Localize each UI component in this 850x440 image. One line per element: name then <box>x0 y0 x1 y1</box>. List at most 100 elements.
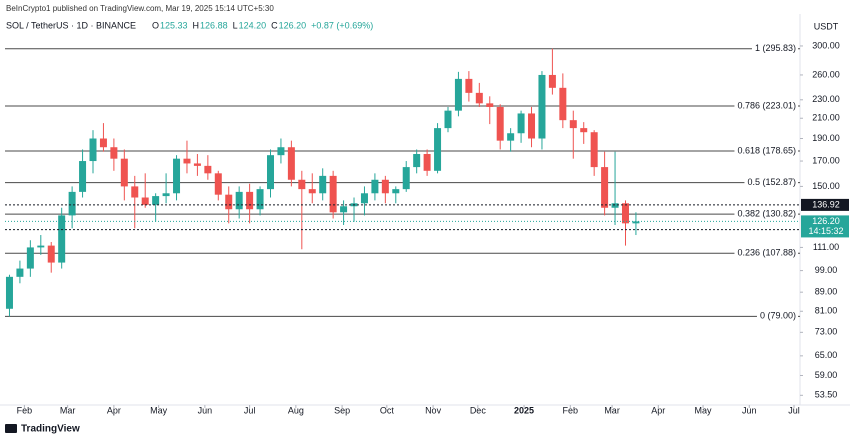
fib-label: 0.382 (130.82) <box>737 209 796 219</box>
candle-body <box>518 113 525 133</box>
candle-body <box>27 247 34 268</box>
candle-body <box>424 154 431 171</box>
chart: BeInCrypto1 published on TradingView.com… <box>0 0 850 440</box>
candle-body <box>48 246 55 263</box>
x-tick-label: 2025 <box>514 405 534 415</box>
candle-body <box>110 147 117 158</box>
candle-body <box>131 186 138 197</box>
candle-body <box>319 176 326 193</box>
candle-body <box>152 196 159 205</box>
x-tick-label: Feb <box>17 405 33 415</box>
fib-label: 0.5 (152.87) <box>747 177 796 187</box>
ohlc-key: O <box>152 20 159 30</box>
candle-body <box>298 180 305 189</box>
x-tick-label: Apr <box>651 405 665 415</box>
countdown: 14:15:32 <box>808 226 843 236</box>
candle-body <box>580 128 587 132</box>
candle-body <box>225 195 232 210</box>
y-tick-label: 59.00 <box>815 370 838 380</box>
currency: USDT <box>814 21 839 31</box>
candle-body <box>465 79 472 93</box>
y-tick-label: 65.00 <box>815 350 838 360</box>
candle-body <box>267 155 274 189</box>
candle-body <box>538 75 545 139</box>
x-tick-label: Apr <box>107 405 121 415</box>
candle-body <box>434 128 441 171</box>
x-tick-label: Mar <box>60 405 76 415</box>
candle-body <box>58 215 65 262</box>
x-tick-label: Sep <box>334 405 350 415</box>
candle-body <box>16 269 23 277</box>
x-tick-label: Jun <box>742 405 757 415</box>
ohlc-value: 126.20 <box>279 20 307 30</box>
candle-body <box>215 173 222 194</box>
fib-label: 0 (79.00) <box>760 311 796 321</box>
candle-body <box>382 180 389 194</box>
ohlc-readout: O125.33H126.88L124.20C126.20+0.87 (+0.69… <box>152 20 373 30</box>
ohlc-key: H <box>193 20 200 30</box>
logo-icon <box>5 424 17 433</box>
fib-label: 1 (295.83) <box>755 43 796 53</box>
candle-body <box>183 159 190 164</box>
candle-body <box>340 206 347 212</box>
y-tick-label: 89.00 <box>815 287 838 297</box>
candle-body <box>455 79 462 111</box>
y-tick-label: 260.00 <box>812 69 840 79</box>
x-tick-label: Feb <box>563 405 579 415</box>
candle-body <box>549 75 556 88</box>
last-price-label: 126.20 <box>812 216 840 226</box>
x-tick-label: Nov <box>425 405 442 415</box>
x-tick-label: May <box>150 405 168 415</box>
y-tick-label: 150.00 <box>812 181 840 191</box>
candle-body <box>330 176 337 212</box>
candle-body <box>559 88 566 120</box>
candle-body <box>497 107 504 141</box>
candle-body <box>142 198 149 205</box>
candle-body <box>37 246 44 248</box>
candle-body <box>246 192 253 209</box>
x-tick-label: Jun <box>198 405 213 415</box>
candle-body <box>591 132 598 167</box>
candle-body <box>392 189 399 193</box>
candle-body <box>361 193 368 203</box>
publisher: BeInCrypto1 published on TradingView.com… <box>6 4 274 13</box>
candle-body <box>528 113 535 138</box>
candle-body <box>444 111 451 128</box>
candle-body <box>90 139 97 162</box>
candle-body <box>236 192 243 209</box>
x-tick-label: Jul <box>244 405 256 415</box>
y-tick-label: 111.00 <box>813 242 839 252</box>
y-tick-label: 190.00 <box>812 133 840 143</box>
fib-label: 0.786 (223.01) <box>737 100 796 110</box>
x-tick-label: Jul <box>788 405 800 415</box>
candle-body <box>121 159 128 187</box>
y-tick-label: 81.00 <box>815 306 838 316</box>
ohlc-value: 124.20 <box>239 20 267 30</box>
y-tick-label: 300.00 <box>812 40 840 50</box>
candle-body <box>79 161 86 192</box>
candle-body <box>507 133 514 140</box>
candle-body <box>371 180 378 194</box>
y-tick-label: 99.00 <box>815 265 838 275</box>
y-tick-label: 53.50 <box>815 390 838 400</box>
x-tick-label: Oct <box>380 405 395 415</box>
candle-body <box>277 147 284 155</box>
candle-body <box>601 167 608 208</box>
ohlc-key: C <box>271 20 278 30</box>
symbol: SOL / TetherUS · 1D · BINANCE <box>6 20 136 30</box>
candle-body <box>173 159 180 194</box>
change: +0.87 (+0.69%) <box>311 20 373 30</box>
ohlc-key: L <box>233 20 238 30</box>
candle-body <box>476 93 483 103</box>
candle-body <box>413 154 420 167</box>
fib-label: 0.618 (178.65) <box>737 145 796 155</box>
candle-body <box>309 189 316 193</box>
fib-label: 0.236 (107.88) <box>737 248 796 258</box>
candle-body <box>403 167 410 189</box>
y-tick-label: 230.00 <box>812 94 840 104</box>
y-tick-label: 210.00 <box>812 113 840 123</box>
candle-body <box>257 189 264 209</box>
x-tick-label: Mar <box>604 405 620 415</box>
candle-body <box>622 203 629 223</box>
background <box>0 0 850 440</box>
